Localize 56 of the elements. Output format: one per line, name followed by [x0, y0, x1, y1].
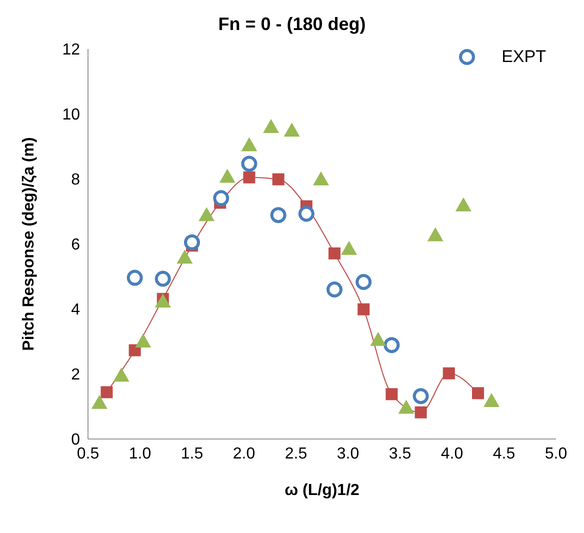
- x-tick-label: 4.0: [440, 445, 464, 462]
- point: [384, 337, 400, 354]
- point: [241, 137, 258, 152]
- y-tick-label: 2: [71, 366, 80, 384]
- point: [219, 168, 236, 183]
- point: [386, 388, 398, 400]
- point: [356, 274, 372, 290]
- point: [198, 207, 215, 222]
- point: [263, 119, 280, 133]
- point: [135, 334, 152, 348]
- y-tick-label: 10: [62, 106, 80, 124]
- point: [398, 400, 414, 414]
- point: [176, 250, 193, 264]
- point: [472, 387, 484, 400]
- y-tick-label: 6: [71, 236, 80, 254]
- point: [370, 332, 386, 346]
- point: [243, 171, 256, 184]
- point: [91, 394, 108, 409]
- x-tick-label: 5.0: [544, 445, 568, 462]
- x-tick-label: 3.0: [336, 445, 360, 462]
- point: [412, 388, 429, 404]
- y-tick-label: 12: [62, 42, 80, 59]
- x-tick-label: 4.5: [492, 445, 516, 462]
- point: [126, 270, 143, 286]
- point: [427, 227, 444, 242]
- point: [241, 156, 258, 172]
- point: [442, 367, 455, 380]
- point: [154, 270, 171, 287]
- point: [341, 240, 358, 255]
- y-tick-label: 4: [71, 302, 80, 319]
- y-axis-title: Pitch Response (deg)/ζa (m): [20, 137, 38, 351]
- x-tick-label: 2.0: [232, 445, 256, 462]
- point: [484, 392, 500, 407]
- point: [270, 207, 286, 224]
- point: [284, 122, 300, 137]
- point: [184, 234, 200, 250]
- point: [154, 294, 171, 308]
- legend-label: EXPT: [502, 47, 546, 67]
- point: [298, 206, 314, 222]
- point: [358, 303, 370, 316]
- point: [328, 247, 340, 260]
- y-tick-label: 8: [71, 172, 80, 189]
- x-tick-label: 2.5: [284, 445, 308, 462]
- point: [100, 386, 113, 398]
- point: [213, 190, 230, 206]
- point: [414, 406, 427, 418]
- chart-title: Fn = 0 - (180 deg): [217, 14, 367, 35]
- x-tick-label: 3.5: [388, 445, 412, 462]
- x-axis-title: ω (L/g)1/2: [284, 482, 360, 499]
- point: [272, 173, 284, 186]
- x-tick-label: 1.5: [180, 445, 204, 462]
- point: [326, 282, 342, 298]
- point: [312, 171, 329, 186]
- point: [455, 197, 472, 212]
- point: [113, 368, 130, 382]
- x-tick-label: 1.0: [128, 445, 152, 462]
